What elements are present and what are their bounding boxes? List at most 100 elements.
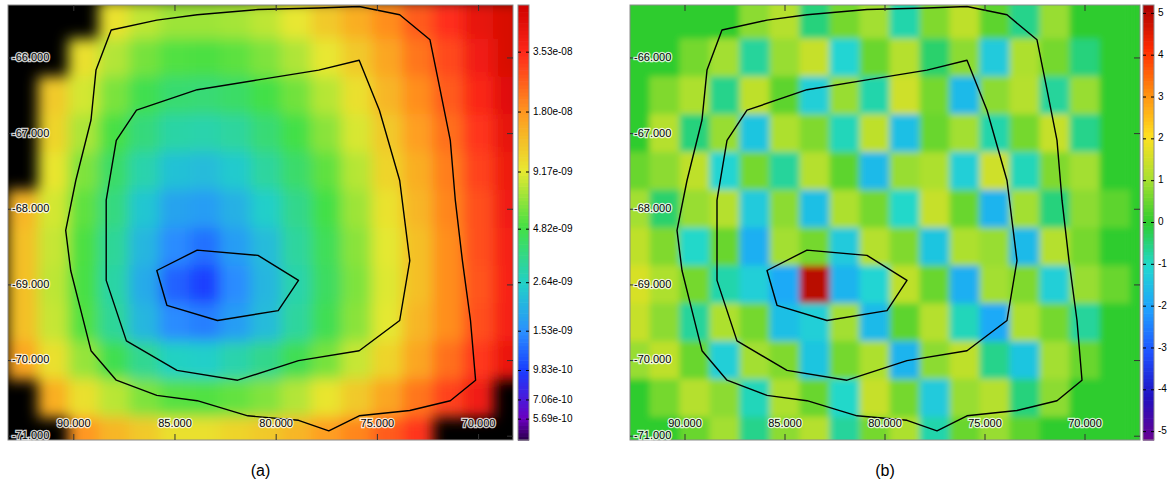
colorbar-slice bbox=[1143, 175, 1154, 179]
colorbar-slice bbox=[518, 157, 529, 161]
colorbar-slice bbox=[518, 146, 529, 150]
cell bbox=[341, 114, 372, 153]
colorbar-slice bbox=[518, 49, 529, 53]
cell bbox=[770, 266, 801, 305]
cell bbox=[8, 228, 39, 267]
cell bbox=[99, 228, 130, 267]
x-tick bbox=[985, 434, 986, 440]
contour bbox=[717, 60, 1017, 380]
x-tick-label: 70.000 bbox=[462, 417, 496, 429]
colorbar-slice bbox=[518, 96, 529, 100]
colorbar-slice bbox=[1143, 230, 1154, 234]
cell bbox=[190, 379, 221, 418]
cell bbox=[680, 341, 711, 380]
cell bbox=[281, 228, 312, 267]
colorbar-slice bbox=[518, 219, 529, 223]
cell bbox=[800, 417, 831, 440]
cell bbox=[770, 341, 801, 380]
y-tick-label: -66.000 bbox=[634, 51, 671, 63]
colorbar-tick bbox=[1143, 180, 1146, 181]
colorbar-slice bbox=[1143, 386, 1154, 390]
colorbar-slice bbox=[518, 99, 529, 103]
colorbar-slice bbox=[518, 284, 529, 288]
cell bbox=[920, 417, 951, 440]
colorbar-slice bbox=[1143, 172, 1154, 176]
cell bbox=[920, 266, 951, 305]
cell bbox=[129, 266, 160, 305]
cell bbox=[311, 39, 342, 78]
cell bbox=[341, 5, 372, 40]
x-tick bbox=[685, 434, 686, 440]
colorbar-slice bbox=[518, 92, 529, 96]
cell bbox=[402, 417, 433, 440]
colorbar-slice bbox=[518, 273, 529, 277]
y-tick-label: -68.000 bbox=[634, 202, 671, 214]
colorbar-slice bbox=[518, 150, 529, 154]
cell bbox=[1100, 228, 1131, 267]
colorbar-slice bbox=[1143, 426, 1154, 430]
cell bbox=[1010, 152, 1041, 191]
cell bbox=[402, 114, 433, 153]
cell bbox=[68, 39, 99, 78]
cell bbox=[920, 341, 951, 380]
colorbar-slice bbox=[1143, 128, 1154, 132]
colorbar-slice bbox=[518, 429, 529, 433]
cell bbox=[190, 152, 221, 191]
cell bbox=[830, 190, 861, 229]
colorbar-slice bbox=[518, 125, 529, 129]
cell bbox=[890, 303, 921, 342]
colorbar-slice bbox=[1143, 415, 1154, 419]
cell bbox=[159, 303, 190, 342]
colorbar-slice bbox=[518, 154, 529, 158]
colorbar-slice bbox=[1143, 45, 1154, 49]
cell bbox=[800, 76, 831, 115]
colorbar-slice bbox=[518, 397, 529, 401]
cell bbox=[311, 228, 342, 267]
cell bbox=[710, 228, 741, 267]
cell bbox=[1100, 5, 1131, 40]
cell bbox=[250, 303, 281, 342]
cell bbox=[1040, 76, 1071, 115]
cell bbox=[159, 5, 190, 40]
colorbar-slice bbox=[1143, 295, 1154, 299]
colorbar-slice bbox=[1143, 56, 1154, 60]
colorbar-slice bbox=[518, 204, 529, 208]
x-tick-label: 75.000 bbox=[361, 417, 395, 429]
cell bbox=[800, 341, 831, 380]
cell bbox=[341, 379, 372, 418]
cell bbox=[800, 379, 831, 418]
colorbar-slice bbox=[518, 197, 529, 201]
cell bbox=[740, 114, 771, 153]
colorbar-tick bbox=[518, 52, 521, 53]
cell bbox=[1040, 341, 1071, 380]
y-tick-label: -69.000 bbox=[634, 278, 671, 290]
colorbar-slice bbox=[1143, 244, 1154, 248]
colorbar-slice bbox=[518, 70, 529, 74]
cell bbox=[680, 39, 711, 78]
axis-ticks: 90.00085.00080.00075.00070.000-66.000-67… bbox=[8, 5, 513, 441]
x-tick bbox=[885, 434, 886, 440]
colorbar-tick-label: 9.83e-10 bbox=[533, 364, 573, 375]
cell bbox=[341, 39, 372, 78]
colorbar-slice bbox=[518, 23, 529, 27]
cell bbox=[402, 76, 433, 115]
cell bbox=[99, 417, 130, 440]
y-tick-label: -67.000 bbox=[634, 127, 671, 139]
colorbar-slice bbox=[1143, 252, 1154, 256]
colorbar-slice bbox=[518, 407, 529, 411]
cell bbox=[433, 341, 464, 380]
panel-title: (b) bbox=[875, 462, 895, 479]
cell bbox=[341, 303, 372, 342]
colorbar-slice bbox=[518, 375, 529, 379]
cell bbox=[190, 266, 221, 305]
colorbar-slice bbox=[1143, 368, 1154, 372]
colorbar-slice bbox=[518, 9, 529, 13]
cell bbox=[800, 303, 831, 342]
cell bbox=[770, 152, 801, 191]
cell bbox=[311, 266, 342, 305]
cell bbox=[710, 266, 741, 305]
colorbar-slice bbox=[1143, 284, 1154, 288]
colorbar-tick bbox=[1143, 55, 1146, 56]
cell bbox=[1010, 417, 1041, 440]
colorbar-slice bbox=[1143, 335, 1154, 339]
